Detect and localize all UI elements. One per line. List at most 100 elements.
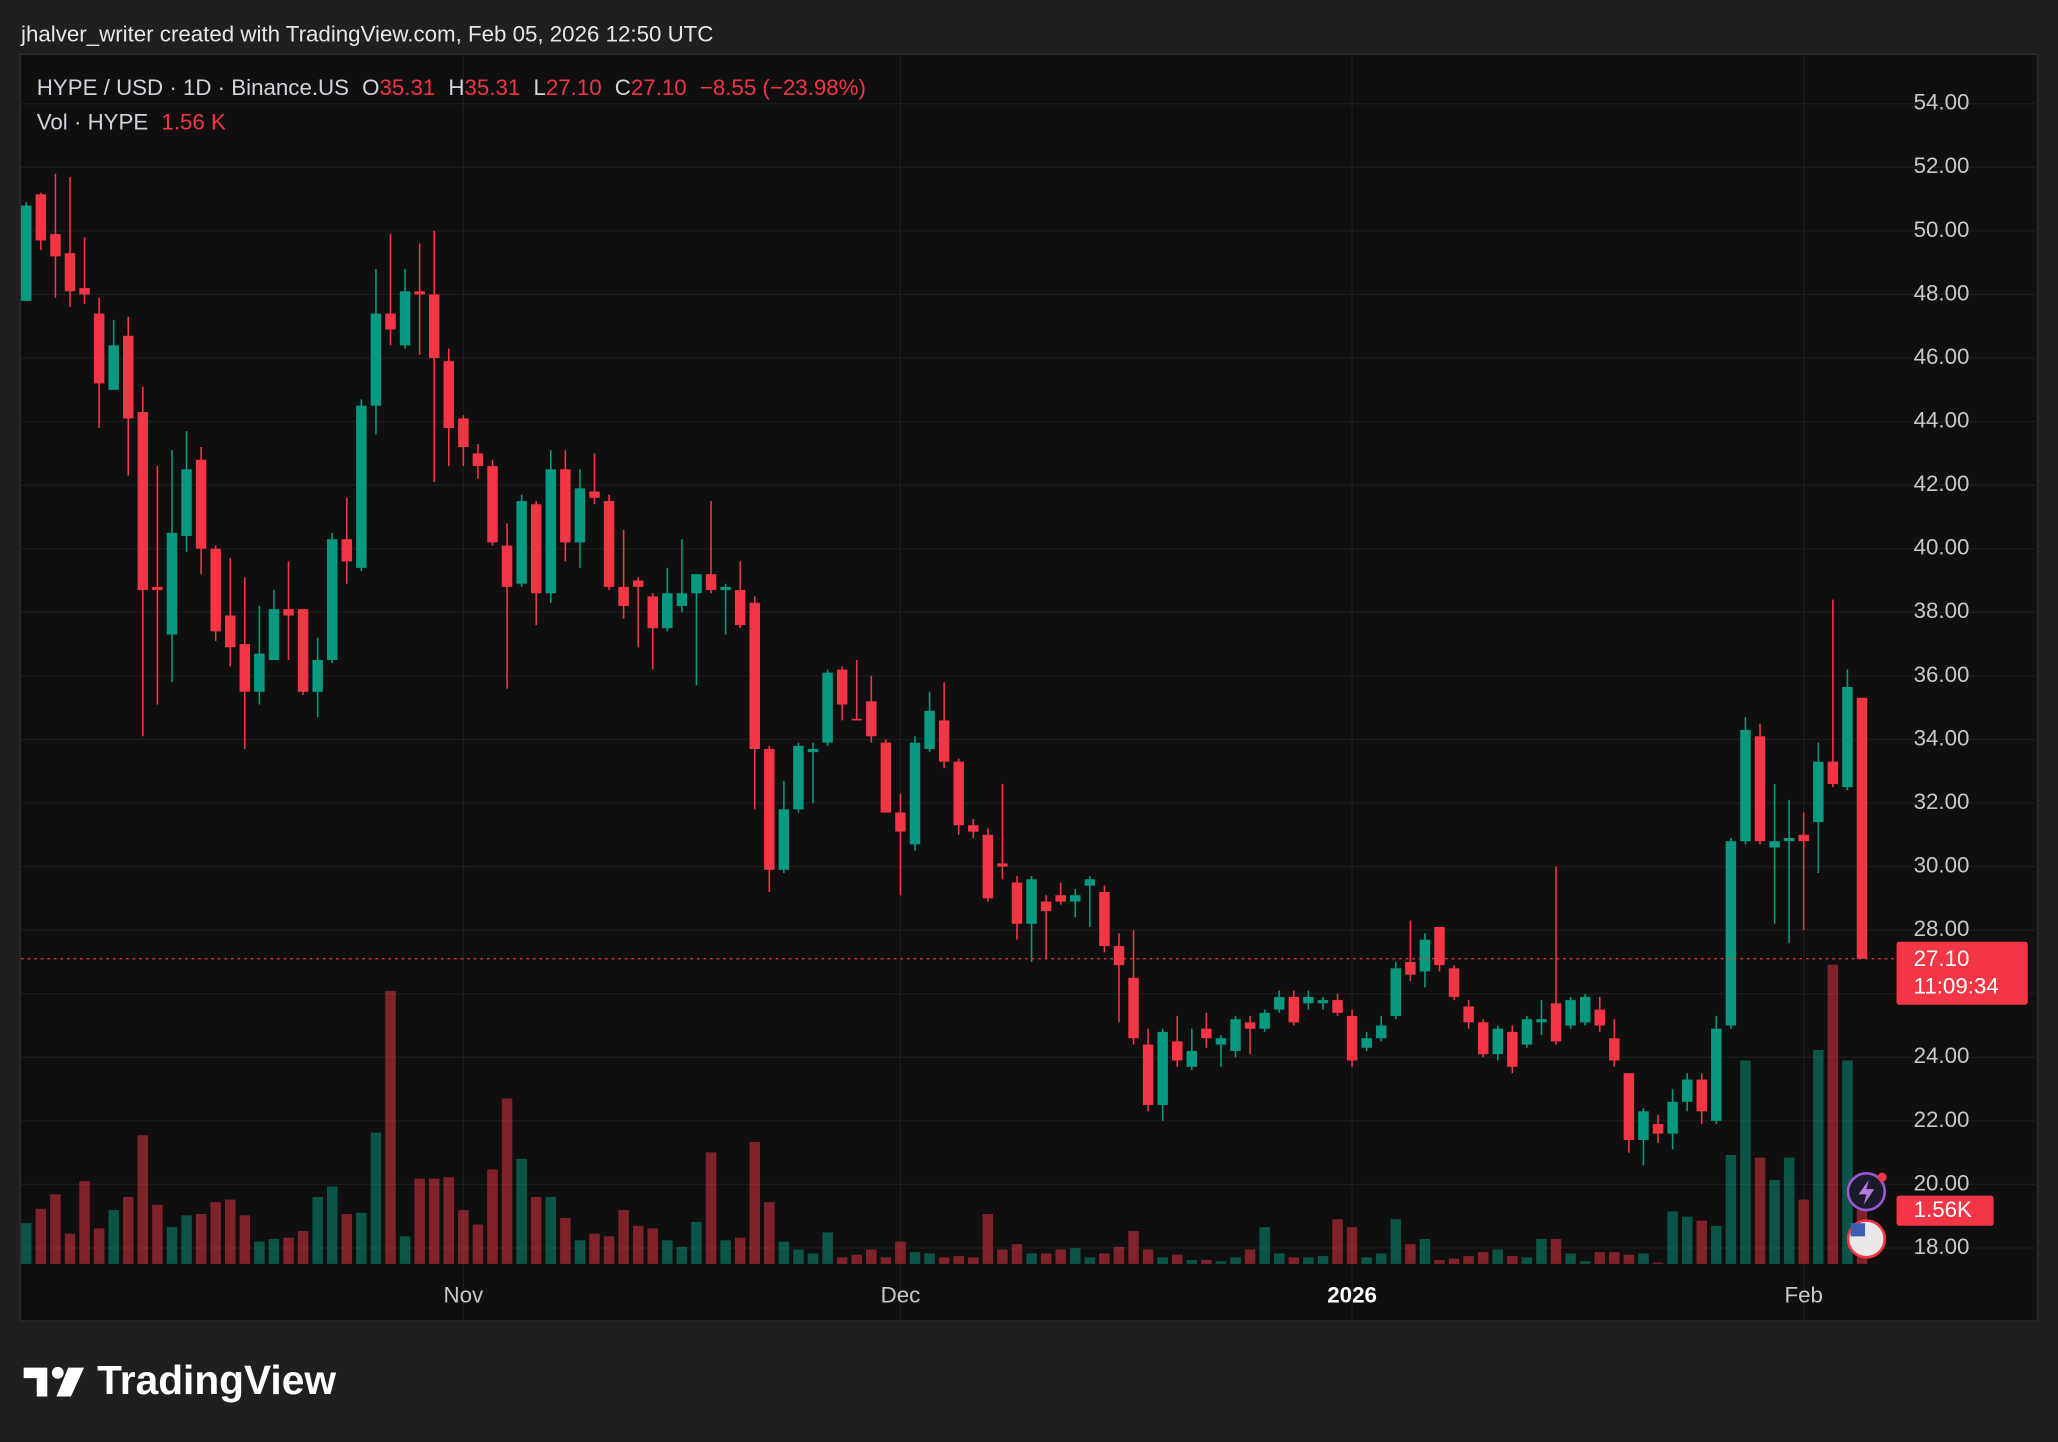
volume-bar (574, 1240, 586, 1264)
y-tick-label: 30.00 (1914, 852, 1970, 877)
candle-body (1113, 946, 1125, 966)
x-tick-label: 2026 (1327, 1283, 1377, 1308)
volume-bar (982, 1214, 994, 1264)
candle-body (1070, 895, 1081, 902)
volume-bar (166, 1227, 178, 1264)
candle-body (225, 615, 236, 648)
volume-bar (1579, 1261, 1591, 1264)
candle-body (1492, 1028, 1504, 1055)
candle-body (734, 590, 746, 626)
volume-bar (895, 1241, 906, 1264)
volume-bar (1346, 1227, 1358, 1264)
candle-body (166, 532, 178, 635)
candle-body (1594, 1009, 1606, 1026)
y-tick-label: 18.00 (1914, 1234, 1970, 1259)
candle-body (181, 469, 192, 537)
candle-body (953, 761, 964, 826)
volume-bar (254, 1241, 265, 1264)
candle-body (1754, 736, 1766, 842)
y-tick-label: 54.00 (1914, 90, 1970, 115)
candle-body (1623, 1073, 1635, 1140)
candle-body (1521, 1019, 1533, 1045)
volume-bar (1725, 1154, 1737, 1264)
volume-bar (1740, 1060, 1751, 1264)
candle-body (137, 412, 149, 591)
volume-bar (836, 1257, 848, 1264)
volume-bar (938, 1257, 950, 1264)
candle-body (108, 345, 119, 390)
volume-bar (764, 1202, 775, 1264)
candle-body (356, 405, 367, 568)
candle-body (822, 672, 833, 743)
y-tick-label: 20.00 (1914, 1170, 1970, 1195)
volume-bar (472, 1224, 484, 1264)
volume-bar (341, 1214, 353, 1264)
volume-bar (487, 1169, 498, 1264)
volume-bar (909, 1252, 921, 1264)
candle-body (516, 501, 527, 584)
volume-bar (720, 1240, 731, 1264)
volume-bar (1230, 1257, 1241, 1264)
legend-h: H (448, 75, 464, 100)
grid (21, 55, 2039, 1321)
volume-legend: Vol · HYPE 1.56 K (37, 109, 226, 134)
volume-bar (691, 1221, 702, 1264)
candle-body (676, 593, 688, 606)
volume-bar (195, 1214, 207, 1264)
logo-part (56, 1367, 85, 1397)
candle-body (793, 745, 804, 810)
candle-body (123, 335, 134, 419)
candle-body (1201, 1028, 1212, 1039)
candle-body (1827, 761, 1839, 784)
candle-body (414, 291, 425, 295)
volume-bar (1040, 1253, 1052, 1264)
candle-body (370, 313, 382, 406)
candle-body (472, 453, 484, 467)
candle-body (1332, 1000, 1343, 1013)
volume-bar (603, 1236, 615, 1264)
volume-bar (1681, 1216, 1693, 1264)
candle-body (1055, 895, 1066, 902)
axes: 18.0020.0022.0024.0026.0028.0030.0032.00… (21, 90, 2028, 1308)
candle-body (1375, 1025, 1387, 1039)
y-tick-label: 40.00 (1914, 535, 1970, 560)
volume-bar (1113, 1246, 1125, 1264)
volume-bar (1070, 1248, 1081, 1264)
candle-body (1681, 1079, 1693, 1102)
last-price-label: 27.10 (1914, 946, 1970, 971)
candle-body (283, 609, 294, 616)
volume-bar (108, 1210, 119, 1264)
legend-change: −8.55 (−23.98%) (700, 75, 866, 100)
candle-body (603, 501, 615, 587)
volume-bar (793, 1249, 804, 1264)
y-tick-label: 36.00 (1914, 662, 1970, 687)
volume-bar (705, 1152, 717, 1264)
volume-bar (1259, 1227, 1270, 1264)
volume-bar (268, 1238, 280, 1264)
volume-bar (35, 1208, 47, 1264)
candle-body (1084, 879, 1096, 886)
volume-bar (778, 1241, 790, 1264)
volume-bar (1521, 1257, 1533, 1264)
volume-bar (1273, 1253, 1285, 1264)
candle-body (1507, 1031, 1518, 1067)
volume-bar (283, 1237, 294, 1264)
candle-body (851, 718, 862, 721)
candle-body (35, 194, 47, 241)
volume-bar (1390, 1219, 1402, 1264)
candle-body (1842, 687, 1853, 788)
volume-bar (414, 1178, 425, 1264)
volume-bar (225, 1199, 236, 1264)
volume-bar (50, 1194, 61, 1264)
candle-body (1798, 834, 1809, 842)
candle-body (1565, 1000, 1576, 1026)
candle-layer (21, 173, 1868, 1166)
volume-bar (1609, 1252, 1620, 1264)
volume-bar (866, 1249, 877, 1264)
volume-bar (93, 1228, 105, 1264)
y-tick-label: 32.00 (1914, 789, 1970, 814)
candle-body (1477, 1022, 1489, 1055)
candle-body (1711, 1028, 1722, 1121)
volume-bar (1172, 1254, 1183, 1264)
